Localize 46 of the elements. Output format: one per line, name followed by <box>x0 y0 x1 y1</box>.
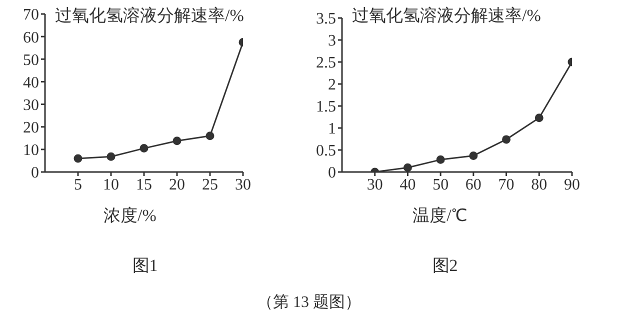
caption: 图2 <box>431 255 459 277</box>
point <box>502 135 511 144</box>
point <box>74 154 82 163</box>
x-axis-title: 浓度/% <box>102 205 158 227</box>
x-tick-label: 30 <box>366 176 383 194</box>
y-tick-label: 30 <box>23 96 39 114</box>
y-tick-label: 0.5 <box>316 142 336 160</box>
text: （第 13 题图） <box>256 293 362 313</box>
y-tick-label: 60 <box>23 29 39 46</box>
y-tick-label: 2 <box>328 76 336 94</box>
y-tick-label: 3.5 <box>316 10 336 28</box>
point <box>206 132 214 140</box>
point <box>172 136 182 146</box>
y-tick-label: 40 <box>23 74 39 92</box>
x-tick-label: 90 <box>564 176 580 194</box>
x-tick-label: 15 <box>136 176 152 194</box>
y-tick-label: 3 <box>328 32 336 50</box>
x-tick-label: 10 <box>103 176 119 194</box>
caption: 图1 <box>131 255 159 277</box>
x-tick-label: 30 <box>235 176 251 194</box>
x-tick-label: 80 <box>531 176 548 194</box>
point <box>106 152 116 161</box>
point <box>403 163 412 172</box>
x-tick-label: 5 <box>74 176 82 194</box>
y-tick-label: 1.5 <box>316 98 336 116</box>
y-tick-label: 2.5 <box>316 54 336 72</box>
y-tick-label: 50 <box>23 52 39 69</box>
y-tick-label: 70 <box>23 6 39 24</box>
point <box>534 114 544 122</box>
x-tick-label: 70 <box>498 176 514 194</box>
x-tick-label: 60 <box>465 176 482 194</box>
y-tick-label: 1 <box>328 120 336 138</box>
y-axis-title: 过氧化氢溶液分解速率/% <box>55 5 244 27</box>
x-tick-label: 50 <box>432 176 449 194</box>
x-tick-label: 40 <box>400 176 416 194</box>
y-tick-label: 0 <box>31 164 39 182</box>
point <box>436 155 445 164</box>
y-tick-label: 0 <box>328 164 336 182</box>
x-axis-title: 温度/℃ <box>412 205 468 227</box>
y-axis-title: 过氧化氢溶液分解速率/% <box>352 5 541 27</box>
y-tick-label: 20 <box>23 120 39 137</box>
point <box>140 144 148 153</box>
point <box>469 151 478 160</box>
x-tick-label: 20 <box>169 176 185 194</box>
y-tick-label: 10 <box>23 142 39 160</box>
x-tick-label: 25 <box>202 176 218 194</box>
